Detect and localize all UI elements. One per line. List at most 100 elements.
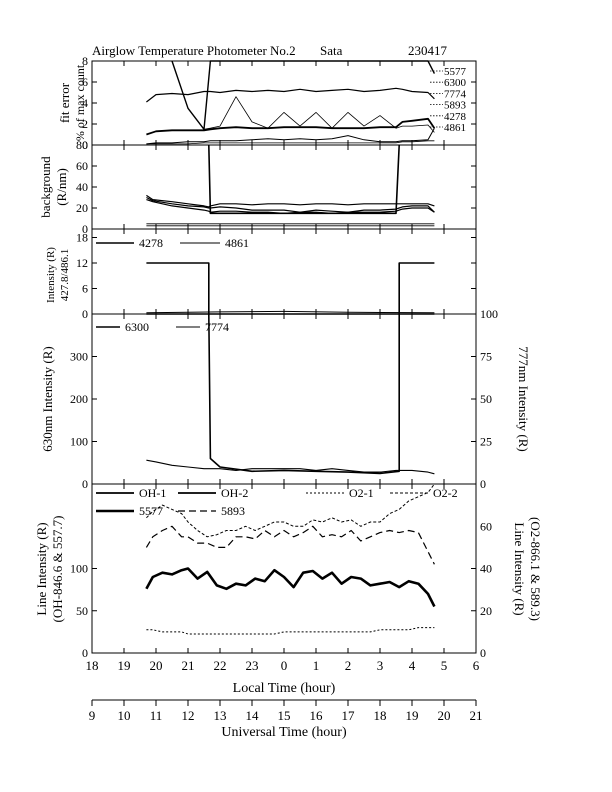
panel-red-lines [91, 313, 477, 485]
panel-fit-error [91, 60, 477, 146]
legend-label-blue-4861: 4861 [225, 236, 249, 250]
xtick-label-local: 6 [473, 658, 480, 673]
xtick-label-local: 3 [377, 658, 384, 673]
xtick-label-ut: 9 [89, 708, 96, 723]
ytick-label-right: 60 [480, 519, 492, 533]
legend-label-oh-O2-2: O2-2 [433, 486, 458, 500]
ytick-label: 100 [70, 562, 88, 576]
series-line-fit-error-5577 [146, 87, 435, 103]
xtick-label-local: 4 [409, 658, 416, 673]
ytick-label-right: 75 [480, 350, 492, 364]
xlabel-ut: Universal Time (hour) [221, 725, 347, 740]
ylabel-red-right: 777nm Intensity (R) [516, 346, 531, 451]
xtick-label-ut: 14 [246, 708, 260, 723]
series-line-fit-error-5893 [146, 117, 436, 136]
ytick-label: 50 [76, 604, 88, 618]
xtick-label-ut: 16 [310, 708, 324, 723]
legend-label-fit-6300: 6300 [444, 77, 467, 89]
ylabel-blue-2: 427.8/486.1 [59, 249, 71, 302]
xtick-label-ut: 10 [118, 708, 131, 723]
series-line-oh-o2-lines-5893 [145, 525, 435, 565]
series-line-red-lines-7774 [146, 459, 435, 475]
xtick-label-ut: 13 [214, 708, 227, 723]
ylabel-fit-error-2: % of max count [73, 64, 87, 141]
ylabel-blue: Intensity (R) [45, 247, 57, 303]
ytick-label: 200 [70, 392, 88, 406]
xlabel-local: Local Time (hour) [233, 681, 336, 696]
series-line-oh-o2-lines-5577 [145, 567, 436, 608]
ylabel-oh-2: (OH-846.6 & 557.7) [50, 516, 65, 623]
xtick-label-local: 21 [182, 658, 195, 673]
ytick-label: 0 [82, 307, 88, 321]
ylabel-red: 630nm Intensity (R) [40, 346, 55, 451]
xtick-label-ut: 20 [438, 708, 451, 723]
xtick-label-local: 22 [214, 658, 227, 673]
ytick-label: 80 [76, 138, 88, 152]
ytick-label: 8 [82, 54, 88, 68]
ytick-label: 0 [82, 138, 88, 152]
xtick-label-local: 2 [345, 658, 352, 673]
ylabel-background-2: (R/nm) [54, 168, 69, 206]
legend-label-oh-5893: 5893 [221, 504, 245, 518]
series-line-background-6300 [208, 144, 400, 215]
legend-label-oh-OH-2: OH-2 [221, 486, 248, 500]
ytick-label: 12 [76, 256, 88, 270]
xtick-label-ut: 12 [182, 708, 195, 723]
ylabel-o2-right: Line Intensity (R) [512, 522, 527, 615]
ylabel-fit-error: fit error [57, 82, 72, 123]
legend-label-fit-5893: 5893 [444, 100, 467, 112]
xtick-label-ut: 17 [342, 708, 356, 723]
xtick-label-local: 1 [313, 658, 320, 673]
ytick-label: 6 [82, 75, 88, 89]
xtick-label-local: 20 [150, 658, 163, 673]
series-layer [145, 60, 436, 635]
ytick-label: 0 [82, 646, 88, 660]
ytick-label: 6 [82, 282, 88, 296]
title-site: Sata [320, 43, 343, 58]
series-line-background-s3 [146, 199, 435, 214]
xtick-label-local: 5 [441, 658, 448, 673]
figure-title: Airglow Temperature Photometer No.2 Sata… [92, 43, 448, 58]
series-line-fit-error-6300 [171, 60, 436, 130]
xtick-label-local: 18 [86, 658, 99, 673]
xtick-label-local: 23 [246, 658, 259, 673]
series-line-background-s1 [146, 194, 435, 208]
axis-ticks: 18 9 19 10 20 11 21 12 22 13 23 14 0 15 1 16 2 17 3 18 4 19 5 2… [70, 54, 498, 723]
ytick-label: 4 [82, 96, 88, 110]
series-line-blue-lines-4278 [146, 262, 435, 315]
series-line-fit-error-4861 [146, 140, 435, 145]
ytick-label-right: 40 [480, 562, 492, 576]
legend-label-fit-4861: 4861 [444, 122, 466, 134]
ytick-label-right: 0 [480, 477, 486, 491]
ytick-label: 300 [70, 350, 88, 364]
xtick-label-local: 19 [118, 658, 131, 673]
ytick-label: 100 [70, 435, 88, 449]
ytick-label: 40 [76, 180, 88, 194]
series-line-fit-error-7774 [203, 96, 435, 133]
legend-label-fit-7774: 7774 [444, 88, 467, 100]
ytick-label: 18 [76, 231, 88, 245]
xtick-label-local: 0 [281, 658, 288, 673]
ylabel-o2-right-2: (O2-866.1 & 589.3) [528, 517, 543, 621]
ytick-label: 20 [76, 201, 88, 215]
series-line-blue-lines-4861 [146, 310, 435, 314]
title-instrument: Airglow Temperature Photometer No.2 [92, 43, 296, 58]
ytick-label: 0 [82, 477, 88, 491]
ylabel-oh: Line Intensity (R) [34, 522, 49, 615]
yaxis-titles: fit error % of max count background (R/n… [34, 64, 543, 622]
legend-label-fit-4278: 4278 [444, 111, 467, 123]
ytick-label-right: 25 [480, 435, 492, 449]
ytick-label-right: 50 [480, 392, 492, 406]
title-date: 230417 [408, 43, 448, 58]
xtick-label-ut: 15 [278, 708, 291, 723]
ytick-label: 60 [76, 159, 88, 173]
legend-label-fit-5577: 5577 [444, 66, 467, 78]
xtick-label-ut: 19 [406, 708, 419, 723]
legend-label-oh-O2-1: O2-1 [349, 486, 374, 500]
xtick-label-ut: 11 [150, 708, 163, 723]
legend-label-red-6300: 6300 [125, 320, 149, 334]
ytick-label-right: 0 [480, 646, 486, 660]
xtick-label-ut: 21 [470, 708, 483, 723]
